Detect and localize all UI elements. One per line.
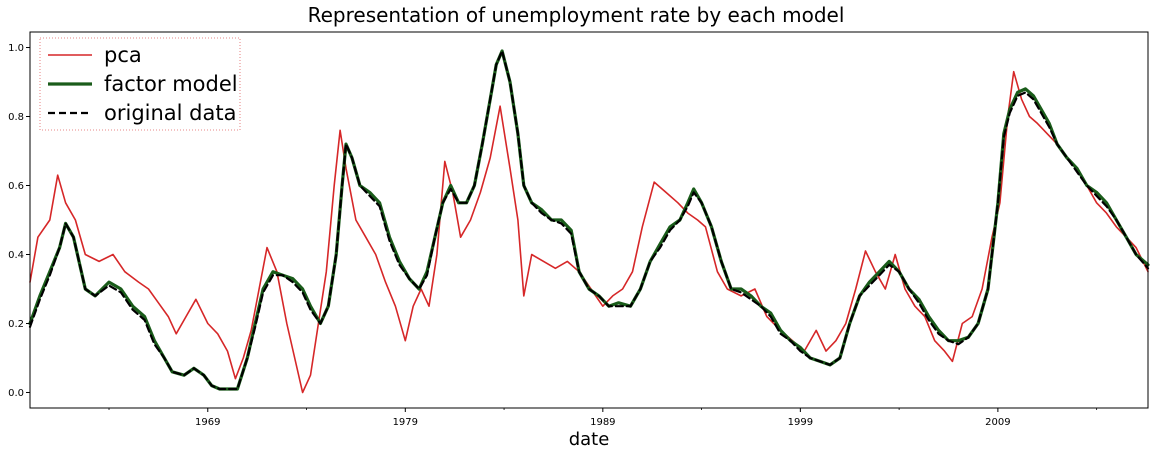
- y-axis: 0.0 0.2 0.4 0.6 0.8 1.0: [8, 43, 30, 399]
- y-tick-label: 0.0: [8, 388, 24, 399]
- y-tick-label: 0.2: [8, 319, 24, 330]
- x-tick-label: 1969: [195, 417, 220, 428]
- x-tick-label: 1979: [393, 417, 418, 428]
- x-axis-label: date: [569, 429, 610, 450]
- x-axis: 1969 1979 1989 1999 2009: [108, 408, 1098, 428]
- y-tick-label: 0.4: [8, 250, 24, 261]
- x-tick-label: 1999: [788, 417, 813, 428]
- series-line-original-data: [28, 49, 1150, 391]
- plot-frame: [29, 31, 1149, 409]
- legend-label: pca: [104, 43, 142, 67]
- y-tick-label: 0.6: [8, 181, 24, 192]
- chart-title: Representation of unemployment rate by e…: [308, 3, 845, 27]
- y-tick-label: 1.0: [8, 43, 24, 54]
- series-line-pca: [29, 70, 1149, 394]
- plot-area: [28, 49, 1150, 394]
- x-tick-label: 2009: [985, 417, 1010, 428]
- y-tick-label: 0.8: [8, 112, 24, 123]
- legend-label: factor model: [104, 72, 238, 96]
- legend: pca factor model original data: [39, 37, 241, 131]
- legend-label: original data: [104, 101, 236, 125]
- x-tick-label: 1989: [590, 417, 615, 428]
